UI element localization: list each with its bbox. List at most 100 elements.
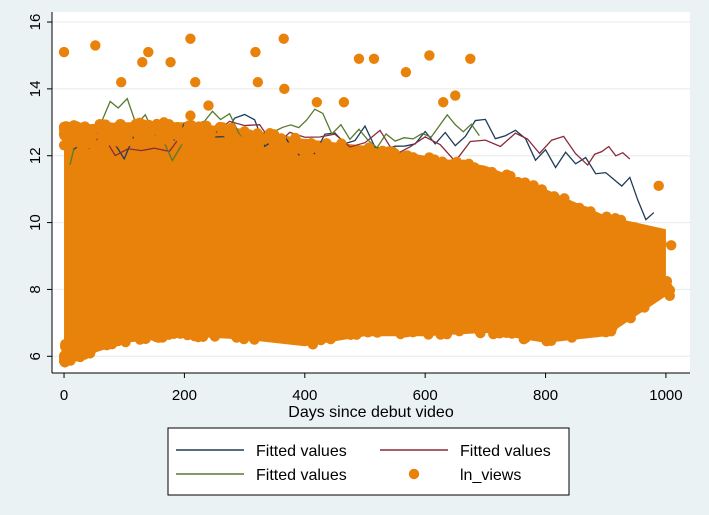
- data-point: [600, 326, 612, 338]
- data-point: [196, 122, 207, 133]
- data-point: [363, 151, 374, 163]
- data-point: [338, 97, 350, 108]
- data-point: [163, 329, 175, 340]
- data-point: [140, 318, 152, 329]
- data-point: [615, 214, 627, 226]
- data-point: [137, 56, 148, 68]
- data-point: [521, 195, 533, 207]
- data-point: [482, 316, 493, 327]
- data-point: [341, 314, 352, 326]
- data-point: [205, 128, 217, 140]
- data-point: [438, 97, 449, 108]
- data-point: [590, 327, 601, 338]
- data-point: [325, 333, 336, 345]
- data-point: [629, 222, 641, 233]
- data-point: [222, 320, 233, 331]
- y-axis-ticks: 6 8 10 12 14 16: [27, 14, 52, 360]
- data-point: [241, 326, 253, 338]
- y-tick-label: 6: [27, 352, 44, 360]
- data-point: [553, 319, 564, 331]
- data-point: [274, 148, 286, 160]
- data-point: [422, 170, 433, 182]
- data-point: [457, 171, 469, 183]
- data-point: [437, 156, 448, 167]
- data-point: [217, 122, 228, 133]
- data-point: [59, 126, 70, 138]
- data-point: [465, 312, 477, 324]
- data-point: [306, 153, 317, 164]
- data-point: [68, 129, 79, 140]
- legend-items: Fitted values Fitted values Fitted values l…: [176, 443, 551, 484]
- data-point: [450, 90, 461, 101]
- legend-marker-swatch: [408, 468, 420, 480]
- data-point: [443, 168, 455, 179]
- data-point: [368, 325, 380, 336]
- data-point: [100, 333, 111, 344]
- legend-label: Fitted values: [460, 443, 551, 460]
- data-point: [58, 46, 70, 58]
- data-point: [184, 311, 195, 322]
- data-point: [116, 76, 127, 88]
- data-point: [486, 166, 498, 178]
- data-point: [400, 159, 411, 170]
- data-point: [381, 321, 393, 333]
- data-point: [202, 136, 213, 148]
- data-point: [288, 142, 300, 153]
- data-point: [525, 318, 536, 330]
- data-point: [506, 328, 518, 339]
- data-point: [608, 312, 619, 323]
- data-point: [231, 332, 242, 343]
- data-point: [644, 284, 655, 295]
- data-point: [190, 76, 201, 88]
- data-point: [513, 180, 525, 192]
- data-point: [620, 223, 632, 234]
- data-point: [278, 33, 289, 44]
- data-point: [349, 157, 361, 169]
- data-point: [445, 311, 457, 323]
- data-point: [252, 128, 263, 139]
- data-point: [127, 325, 139, 337]
- data-point: [284, 319, 296, 331]
- data-point: [528, 180, 539, 191]
- data-point: [325, 149, 336, 160]
- data-point: [429, 154, 440, 165]
- data-point: [153, 332, 164, 343]
- legend-label: Fitted values: [256, 467, 347, 484]
- data-point: [475, 308, 487, 320]
- data-point: [151, 118, 162, 130]
- legend-label: Fitted values: [256, 443, 347, 460]
- data-point: [465, 53, 476, 64]
- data-point: [424, 50, 435, 61]
- legend-box: [167, 427, 570, 496]
- data-point: [266, 130, 277, 142]
- data-point: [645, 232, 657, 243]
- data-point: [185, 110, 196, 121]
- data-point: [108, 130, 120, 142]
- data-point: [457, 313, 468, 324]
- data-point: [662, 281, 673, 292]
- data-point: [451, 156, 463, 168]
- data-point: [206, 325, 217, 337]
- data-point: [250, 46, 261, 58]
- data-point: [270, 139, 282, 150]
- x-tick-label: 800: [533, 387, 558, 404]
- data-point: [619, 307, 630, 318]
- data-point: [122, 134, 134, 146]
- data-point: [138, 119, 149, 130]
- data-point: [494, 324, 506, 336]
- data-point: [98, 119, 110, 130]
- data-point: [368, 53, 380, 64]
- data-point: [303, 322, 315, 333]
- y-tick-label: 16: [27, 14, 44, 31]
- data-point: [355, 317, 367, 329]
- data-point: [483, 181, 495, 193]
- data-point: [92, 339, 104, 350]
- data-point: [206, 317, 217, 329]
- data-point: [161, 134, 173, 145]
- data-point: [279, 83, 290, 95]
- data-point: [553, 198, 565, 209]
- data-point: [310, 334, 322, 346]
- data-point: [520, 332, 531, 344]
- data-point: [579, 205, 590, 217]
